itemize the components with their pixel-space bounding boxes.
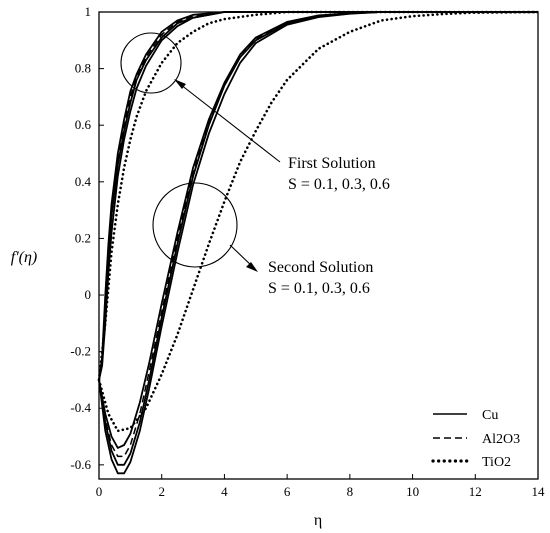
series-curve-10 (97, 10, 540, 433)
y-tick-label: -0.4 (70, 400, 91, 415)
series-curve-6 (98, 11, 538, 466)
y-tick-label: -0.6 (70, 457, 91, 472)
x-tick-label: 4 (221, 484, 228, 499)
series-curve-9 (98, 11, 538, 458)
series-curve-8 (98, 11, 538, 475)
first-solution-arrow (175, 80, 281, 163)
second-solution-params: S = 0.1, 0.3, 0.6 (268, 280, 370, 297)
legend-label-cu: Cu (482, 408, 498, 423)
second-solution-circle (152, 182, 238, 268)
y-tick-label: -0.2 (70, 344, 91, 359)
first-solution-circle (120, 32, 182, 94)
y-tick-label: 0.8 (75, 61, 91, 76)
plot-frame (98, 11, 539, 480)
first-solution-params: S = 0.1, 0.3, 0.6 (288, 176, 390, 193)
series-curve-5 (97, 10, 540, 382)
series-curve-4 (98, 11, 538, 381)
x-axis-ticks: 0 2 4 6 8 10 12 14 (96, 474, 545, 499)
y-tick-label: 1 (85, 4, 92, 19)
first-arrow-head (174, 79, 186, 89)
legend-label-al2o3: Al2O3 (482, 432, 520, 447)
x-tick-label: 12 (469, 484, 482, 499)
y-axis-title: f'(η) (11, 249, 37, 266)
y-axis-ticks: -0.6 -0.4 -0.2 0 0.2 0.4 0.6 0.8 1 (70, 4, 104, 472)
y-tick-label: 0 (85, 287, 92, 302)
x-tick-label: 10 (406, 484, 419, 499)
y-tick-label: 0.2 (75, 230, 91, 245)
series-curve-7 (98, 11, 538, 449)
y-tick-label: 0.4 (75, 174, 92, 189)
x-tick-label: 6 (284, 484, 291, 499)
y-tick-label: 0.6 (75, 117, 92, 132)
x-tick-label: 2 (158, 484, 165, 499)
second-arrow-head (246, 262, 258, 272)
curves-group (97, 10, 540, 475)
second-solution-title: Second Solution (268, 259, 373, 276)
x-tick-label: 14 (532, 484, 546, 499)
legend: Cu Al2O3 TiO2 (431, 408, 520, 470)
x-tick-label: 8 (347, 484, 354, 499)
x-axis-title: η (314, 512, 322, 529)
x-tick-label: 0 (96, 484, 103, 499)
first-solution-title: First Solution (288, 155, 376, 172)
legend-label-tio2: TiO2 (482, 455, 511, 470)
